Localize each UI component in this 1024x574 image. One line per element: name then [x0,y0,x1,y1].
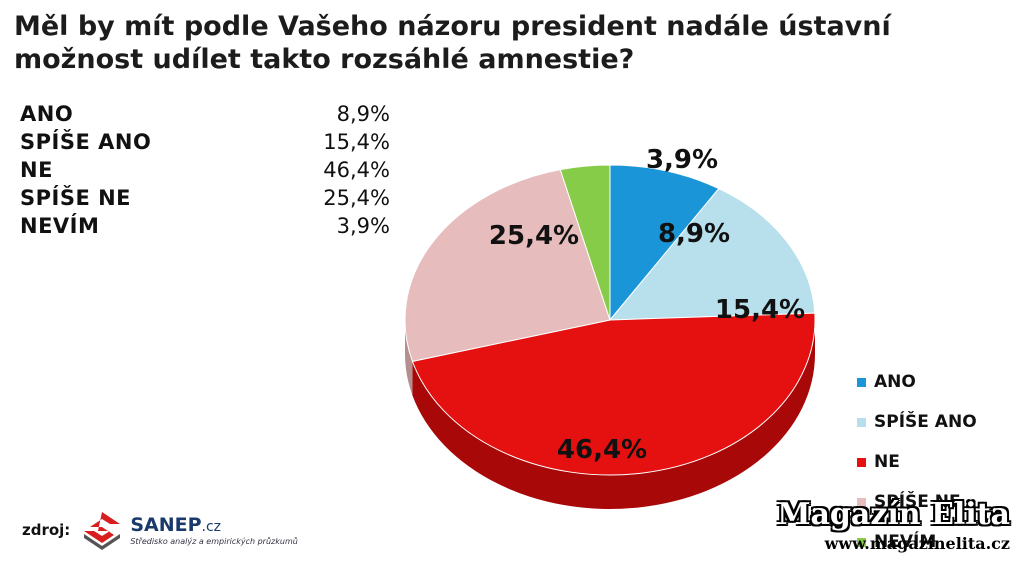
table-category: SPÍŠE NE [20,186,132,210]
table-row: NEVÍM 3,9% [20,212,390,240]
table-row: SPÍŠE ANO 15,4% [20,128,390,156]
table-value: 25,4% [323,186,390,210]
pie-side-3 [405,320,413,396]
chart-title: Měl by mít podle Vašeho názoru president… [14,10,1014,76]
watermark-name: Magazín Elita [777,497,1010,532]
legend-swatch [857,537,866,547]
logo-name: SANEP.cz [130,513,222,536]
table-row: NE 46,4% [20,156,390,184]
table-category: SPÍŠE ANO [20,130,152,154]
pie-data-label: 3,9% [646,145,718,175]
source-label: zdroj: [22,521,71,539]
results-table: ANO 8,9% SPÍŠE ANO 15,4% NE 46,4% SPÍŠE … [20,100,390,240]
pie-slice [411,312,816,476]
legend-label: NE [874,452,900,472]
table-value: 46,4% [323,158,390,182]
legend-item-nevim: NEVÍM [857,522,1017,562]
table-category: NEVÍM [20,214,100,238]
logo-tagline: Středisko analýz a empirických průzkumů [130,536,298,546]
legend-item-ne: NE [857,442,1017,482]
pie-data-label: 46,4% [557,435,647,465]
pie-slice [404,169,611,362]
pie-slice [609,164,720,322]
chart-legend: ANO SPÍŠE ANO NE SPÍŠE NE NEVÍM [857,362,1017,562]
title-line-2: možnost udílet takto rozsáhlé amnestie? [14,44,635,75]
legend-label: SPÍŠE ANO [874,412,977,432]
legend-item-spise-ano: SPÍŠE ANO [857,402,1017,442]
source-credit: zdroj: SANEP.cz Středisko analýz a empir… [22,510,298,550]
legend-swatch [857,457,866,467]
pie-side-2 [412,320,815,509]
sanep-logo-icon [84,512,121,550]
pie-data-label: 8,9% [658,219,730,249]
legend-swatch [857,497,866,507]
pie-slice [608,187,816,321]
pie-chart: 8,9% 15,4% 46,4% 25,4% 3,9% [404,145,816,509]
sanep-logo: SANEP.cz Středisko analýz a empirických … [80,510,298,550]
pie-slice [559,164,611,321]
legend-item-spise-ne: SPÍŠE NE [857,482,1017,522]
legend-swatch [857,377,866,387]
table-value: 15,4% [323,130,390,154]
pie-data-label: 25,4% [489,221,579,251]
pie-data-label: 15,4% [715,295,805,325]
legend-label: ANO [874,372,916,392]
legend-label: NEVÍM [874,532,937,552]
watermark: Magazín Elita www.magazinelita.cz [777,497,1010,553]
title-line-1: Měl by mít podle Vašeho názoru president… [14,11,891,42]
legend-swatch [857,417,866,427]
table-row: SPÍŠE NE 25,4% [20,184,390,212]
table-category: NE [20,158,53,182]
watermark-url: www.magazinelita.cz [824,534,1010,553]
table-category: ANO [20,102,74,126]
table-value: 3,9% [336,214,390,238]
table-row: ANO 8,9% [20,100,390,128]
table-value: 8,9% [336,102,390,126]
legend-item-ano: ANO [857,362,1017,402]
legend-label: SPÍŠE NE [874,492,961,512]
